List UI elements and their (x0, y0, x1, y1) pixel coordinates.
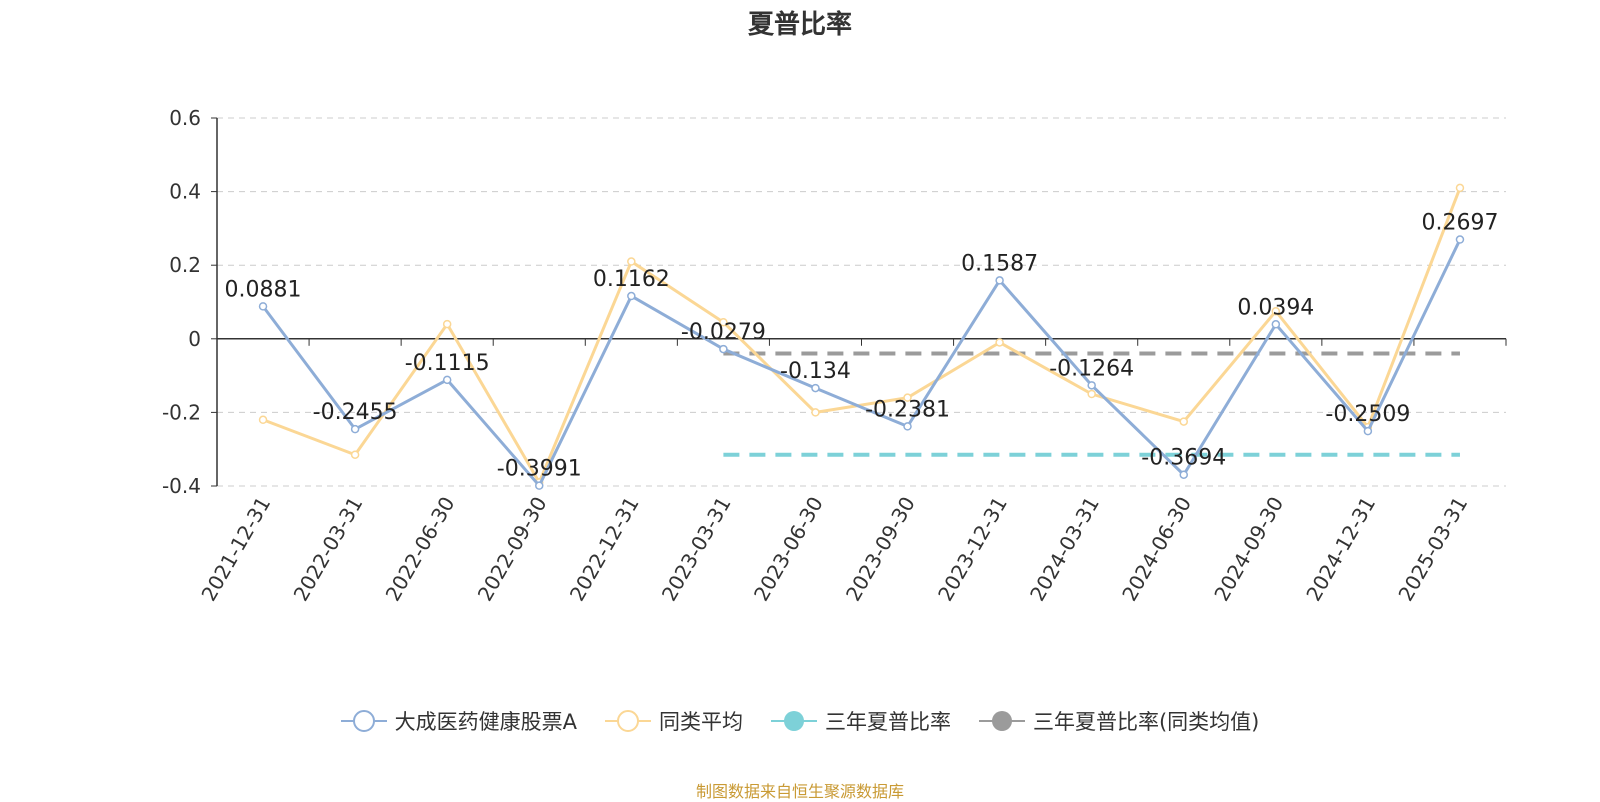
x-tick-label: 2022-12-31 (565, 493, 644, 606)
peer-average-data-point (258, 415, 268, 425)
peer-average-data-point (1179, 417, 1188, 426)
y-tick-label: 0.4 (169, 180, 201, 204)
fund-data-label: -0.3694 (1141, 446, 1226, 471)
fund-data-point (903, 422, 912, 431)
legend-item-three-year-sharpe[interactable]: 三年夏普比率 (770, 706, 951, 736)
reference-lines (723, 351, 1460, 457)
x-tick-label: 2023-09-30 (841, 492, 920, 605)
x-tick-label: 2021-12-31 (196, 493, 275, 606)
legend-item-peer-average[interactable]: 同类平均 (604, 706, 743, 736)
fund-data-point (1455, 235, 1465, 244)
fund-data-point (442, 375, 452, 385)
fund-data-point (1363, 426, 1373, 436)
x-tick-label: 2025-03-31 (1393, 493, 1472, 606)
fund-data-label: -0.2509 (1325, 402, 1410, 427)
fund-data-label: -0.2381 (865, 397, 950, 422)
peer-average-data-point (1087, 389, 1096, 399)
fund-data-point (258, 302, 268, 311)
legend-item-three-year-sharpe-peer[interactable]: 三年夏普比率(同类均值) (978, 706, 1260, 736)
y-tick-label: 0.2 (169, 253, 201, 277)
legend-three-year-sharpe-peer-icon (978, 711, 1025, 731)
peer-average-data-point (442, 319, 452, 329)
fund-data-label: -0.3991 (497, 457, 582, 482)
peer-average-data-point (719, 317, 728, 327)
peer-average-data-point (995, 338, 1004, 347)
fund-data-point (535, 481, 544, 490)
fund-data-point (1271, 320, 1281, 329)
peer-average-data-point (811, 408, 820, 417)
legend-fund-icon (340, 710, 387, 732)
x-tick-label: 2022-03-31 (289, 493, 368, 606)
legend-item-fund[interactable]: 大成医药健康股票A (340, 706, 577, 736)
legend-three-year-sharpe-icon (770, 711, 817, 731)
y-tick-label: 0 (188, 327, 201, 351)
y-tick-label: -0.2 (162, 400, 201, 424)
x-tick-label: 2023-03-31 (657, 493, 736, 606)
legend: 大成医药健康股票A 同类平均 三年夏普比率 三年夏普比率(同类均值) (0, 706, 1600, 736)
fund-data-label: -0.2455 (313, 400, 398, 425)
data-labels: 0.0881 -0.2455 -0.1115 -0.3991 0.1162 -0.0279… (225, 211, 1499, 482)
legend-three-year-sharpe-peer-label: 三年夏普比率(同类均值) (1032, 710, 1260, 734)
fund-series-line (261, 238, 1462, 488)
chart-title: 夏普比率 (747, 10, 852, 40)
grid-layer (217, 117, 1506, 487)
fund-data-point (627, 291, 636, 301)
peer-average-data-point (1271, 306, 1281, 316)
x-tick-label: 2022-06-30 (381, 493, 460, 606)
fund-data-point (1179, 470, 1188, 479)
fund-data-label: 0.0394 (1237, 295, 1314, 320)
y-tick-label: -0.4 (162, 474, 201, 498)
x-tick-label: 2024-03-31 (1025, 493, 1104, 606)
peer-average-data-point (350, 450, 360, 459)
fund-data-label: 0.2697 (1421, 211, 1498, 236)
x-tick-label: 2022-09-30 (473, 493, 552, 606)
fund-data-point (811, 383, 820, 393)
x-tick-label: 2024-12-31 (1301, 493, 1380, 606)
y-tick-label: 0.6 (169, 106, 201, 130)
fund-data-label: 0.0881 (225, 277, 302, 302)
x-tick-label: 2023-06-30 (749, 493, 828, 606)
legend-peer-average-icon (604, 710, 651, 732)
peer-average-data-point (1455, 183, 1465, 193)
fund-data-point (995, 276, 1004, 285)
fund-data-point (1087, 381, 1096, 390)
fund-data-label: -0.0279 (681, 320, 766, 345)
peer-average-data-point (903, 393, 912, 402)
x-tick-label: 2024-09-30 (1209, 493, 1288, 606)
legend-fund-label: 大成医药健康股票A (394, 710, 577, 734)
fund-data-label: 0.1587 (961, 251, 1038, 276)
x-tick-label: 2023-12-31 (933, 493, 1012, 606)
series-lines (258, 183, 1465, 490)
fund-data-label: 0.1162 (593, 267, 670, 292)
peer-average-data-point (627, 257, 636, 266)
legend-three-year-sharpe-label: 三年夏普比率 (824, 710, 951, 734)
fund-data-label: -0.134 (780, 359, 851, 384)
source-note: 制图数据来自恒生聚源数据库 (695, 782, 904, 801)
fund-data-point (719, 344, 728, 354)
x-tick-label: 2024-06-30 (1117, 493, 1196, 606)
legend-peer-average-label: 同类平均 (658, 710, 743, 734)
fund-data-label: -0.1264 (1049, 356, 1134, 381)
peer-average-series-line (262, 187, 1462, 484)
fund-data-label: -0.1115 (405, 351, 490, 376)
fund-data-point (350, 424, 360, 434)
